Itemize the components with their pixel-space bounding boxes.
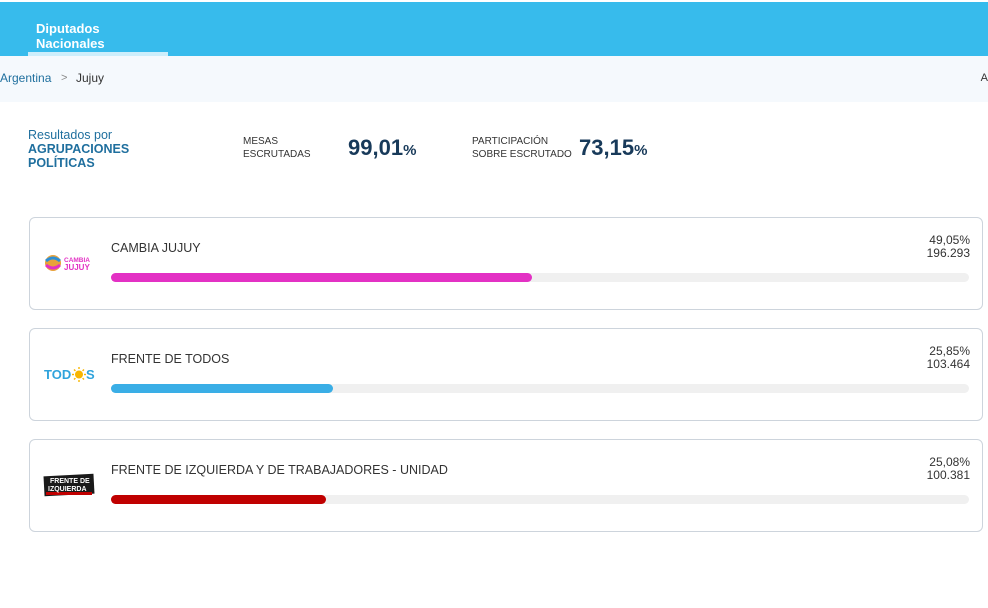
participacion-label: PARTICIPACIÓN SOBRE ESCRUTADO xyxy=(472,135,572,161)
party-votes: 100.381 xyxy=(926,468,970,482)
vote-share-bar-track xyxy=(111,495,969,504)
mesas-label-line1: MESAS xyxy=(243,136,279,147)
mesas-value-unit: % xyxy=(403,142,417,159)
svg-text:IZQUIERDA: IZQUIERDA xyxy=(48,486,87,493)
tab-label: Diputados Nacionales xyxy=(36,21,105,51)
breadcrumb-edge-text: A xyxy=(980,72,988,84)
cambia-jujuy-logo-icon: CAMBIA JUJUY xyxy=(42,248,98,278)
participacion-label-line2: SOBRE ESCRUTADO xyxy=(472,149,572,160)
svg-text:TOD: TOD xyxy=(44,367,71,382)
party-name: FRENTE DE IZQUIERDA Y DE TRABAJADORES - … xyxy=(111,463,448,477)
party-percent: 25,85% xyxy=(929,344,970,358)
participacion-value-unit: % xyxy=(634,142,648,159)
breadcrumb-separator: > xyxy=(61,72,68,84)
party-percent: 49,05% xyxy=(929,233,970,247)
svg-text:JUJUY: JUJUY xyxy=(64,263,90,272)
vote-share-bar-fill xyxy=(111,384,333,393)
party-results: 25,85% 103.464 xyxy=(927,345,970,371)
frente-de-izquierda-logo-icon: FRENTE DE IZQUIERDA xyxy=(42,470,98,500)
svg-text:CAMBIA: CAMBIA xyxy=(64,257,90,264)
party-name: CAMBIA JUJUY xyxy=(111,241,201,255)
party-percent: 25,08% xyxy=(929,455,970,469)
results-heading-line2: AGRUPACIONES xyxy=(28,142,130,156)
active-tab-indicator xyxy=(28,52,168,56)
party-results: 49,05% 196.293 xyxy=(927,234,970,260)
mesas-label: MESAS ESCRUTADAS xyxy=(243,135,311,161)
party-votes: 196.293 xyxy=(926,246,970,260)
mesas-label-line2: ESCRUTADAS xyxy=(243,149,311,160)
results-heading: Resultados por AGRUPACIONES POLÍTICAS xyxy=(28,128,129,170)
vote-share-bar-track xyxy=(111,384,969,393)
party-votes: 103.464 xyxy=(926,357,970,371)
svg-text:S: S xyxy=(86,367,95,382)
vote-share-bar-track xyxy=(111,273,969,282)
tab-diputados-nacionales[interactable]: Diputados Nacionales xyxy=(28,2,168,56)
party-name: FRENTE DE TODOS xyxy=(111,352,230,366)
breadcrumb: Argentina > Jujuy A xyxy=(0,56,988,102)
participacion-value-number: 73,15 xyxy=(579,135,635,160)
party-results: 25,08% 100.381 xyxy=(927,456,970,482)
participacion-label-line1: PARTICIPACIÓN xyxy=(472,136,549,147)
frente-de-todos-logo-icon: TOD S xyxy=(42,359,98,389)
mesas-value-number: 99,01 xyxy=(348,135,404,160)
mesas-value: 99,01% xyxy=(348,135,416,161)
results-heading-line3: POLÍTICAS xyxy=(28,156,95,170)
svg-text:FRENTE DE: FRENTE DE xyxy=(50,478,90,485)
results-heading-line1: Resultados por xyxy=(28,128,113,142)
breadcrumb-current-jujuy: Jujuy xyxy=(76,71,105,85)
vote-share-bar-fill xyxy=(111,273,532,282)
breadcrumb-link-argentina[interactable]: Argentina xyxy=(0,71,52,85)
top-nav-bar: Diputados Nacionales xyxy=(0,2,988,56)
vote-share-bar-fill xyxy=(111,495,327,504)
party-card-cambia-jujuy[interactable]: CAMBIA JUJUY CAMBIA JUJUY 49,05% 196.293 xyxy=(29,217,983,310)
party-card-frente-de-izquierda[interactable]: FRENTE DE IZQUIERDA FRENTE DE IZQUIERDA … xyxy=(29,439,983,532)
participacion-value: 73,15% xyxy=(579,135,647,161)
party-card-frente-de-todos[interactable]: TOD S FRENTE DE TODOS 25,85% 103.464 xyxy=(29,328,983,421)
